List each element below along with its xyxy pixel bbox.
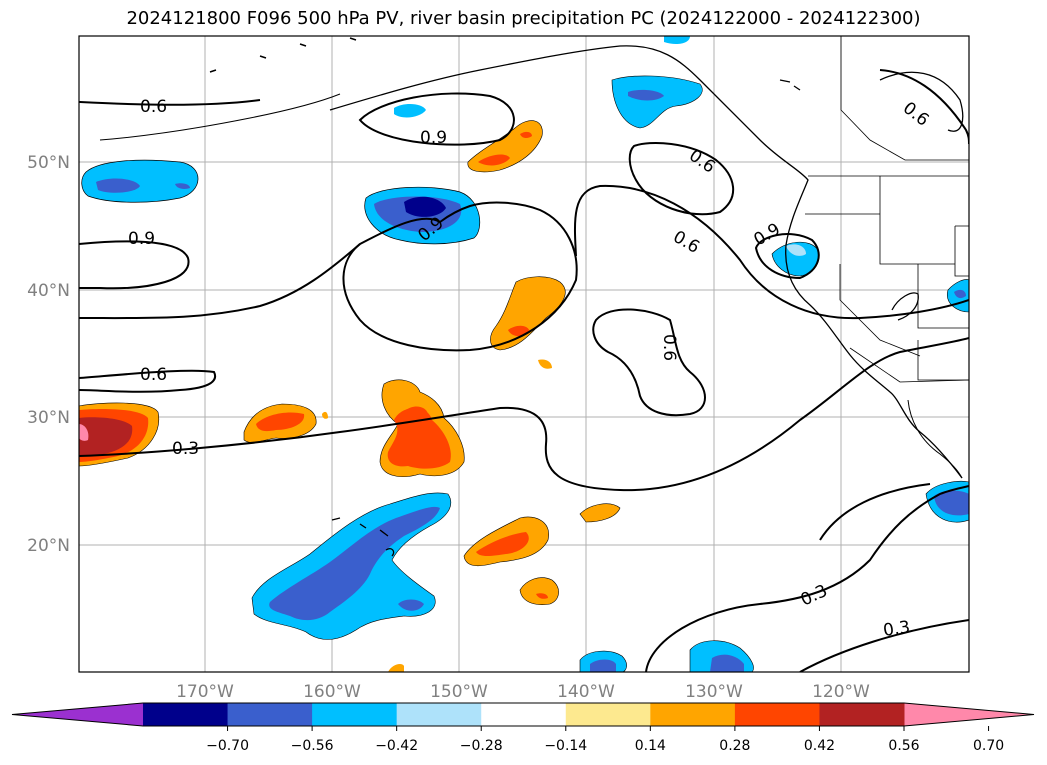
- colorbar-outline: [11, 702, 1035, 727]
- precip-shading: [79, 36, 969, 672]
- political-borders: [805, 36, 969, 383]
- contour-0.6-west-40n: [79, 243, 361, 320]
- precip-blob-coast-55n: [611, 75, 703, 129]
- colorbar-tick-label: 0.28: [719, 738, 750, 754]
- precip-blob-central-46n: [364, 186, 481, 245]
- lat-label: 30°N: [27, 408, 70, 428]
- contour-0.9-coast-south: [754, 233, 820, 280]
- precip-blob-red-15n: [536, 593, 548, 599]
- precip-blob-west-30n: [79, 402, 160, 467]
- colorbar-tick-label: −0.42: [375, 738, 418, 754]
- lon-label: 140°W: [557, 682, 615, 702]
- colorbar-tick-label: −0.56: [291, 738, 334, 754]
- coastline-north-america: [329, 45, 963, 479]
- contour-label: 0.3: [172, 439, 199, 459]
- gridlines: [79, 36, 969, 672]
- contour-0.6-west-33n: [79, 369, 216, 393]
- lon-label: 120°W: [812, 682, 870, 702]
- colorbar-tick-label: −0.28: [460, 738, 503, 754]
- precip-blob-blue-10n-west: [579, 650, 627, 672]
- coastline-hawaii: [331, 517, 395, 557]
- plot-title: 2024121800 F096 500 hPa PV, river basin …: [126, 8, 921, 29]
- contour-0.6-east: [574, 184, 969, 320]
- contour-0.9-53n: [358, 92, 515, 146]
- precip-blob-blue-10n-east: [689, 640, 754, 672]
- colorbar-tick-label: −0.70: [206, 738, 249, 754]
- precip-blob-east-40n: [947, 279, 969, 313]
- border-states: [805, 176, 969, 381]
- contour-label: 0.9: [128, 229, 155, 249]
- precip-blob-orange-51n: [467, 120, 543, 173]
- colorbar-tick-label: −0.14: [544, 738, 587, 754]
- coastlines: [99, 37, 964, 557]
- precip-blob-orange-22n: [579, 503, 621, 523]
- lon-axis-labels: 170°W 160°W 150°W 140°W 130°W 120°W: [176, 682, 870, 702]
- contour-0.9-coast-north: [628, 141, 735, 216]
- precip-blob-small-53n: [394, 104, 426, 118]
- colorbar-segment: [734, 703, 820, 726]
- precip-blob-west-48n: [81, 159, 199, 203]
- contour-label: 0.6: [659, 334, 679, 361]
- coastline-islands-north: [209, 37, 357, 73]
- lon-label: 170°W: [176, 682, 234, 702]
- contour-label: 0.3: [882, 617, 912, 641]
- colorbar-segment: [312, 703, 398, 726]
- pv-contours: [79, 69, 969, 672]
- precip-blob-top-edge: [664, 36, 690, 44]
- colorbar-tick-label: 0.70: [973, 738, 1004, 754]
- contour-0.9-west: [79, 240, 190, 290]
- map-plot-area: 0.6 0.9 0.9 0.9 0.6 0.9 0.6 0.6 0.6 0.3 …: [79, 36, 969, 672]
- colorbar-tick-label: 0.14: [635, 738, 666, 754]
- colorbar-tick-label: 0.42: [804, 738, 835, 754]
- colorbar: −0.70 −0.56 −0.42 −0.28 −0.14 0.14 0.28 0.42 0.5…: [11, 702, 1035, 754]
- contour-0.3-main: [79, 337, 969, 492]
- plot-frame: [78, 35, 970, 673]
- colorbar-extend-max: [904, 703, 1034, 726]
- precip-blob-orange-15n: [519, 577, 559, 605]
- colorbar-tick-label: 0.56: [888, 738, 919, 754]
- contour-label: 0.6: [140, 365, 167, 385]
- colorbar-segment: [819, 703, 905, 726]
- colorbar-segment: [565, 703, 651, 726]
- contour-label: 0.6: [140, 97, 167, 117]
- border-us-mexico: [849, 347, 969, 383]
- contour-label: 0.9: [420, 128, 447, 148]
- colorbar-segment: [650, 703, 736, 726]
- colorbar-extend-min: [12, 703, 143, 726]
- lat-label: 20°N: [27, 536, 70, 556]
- colorbar-segment: [396, 703, 482, 726]
- contour-0.3-inner: [819, 483, 931, 541]
- lat-label: 50°N: [27, 153, 70, 173]
- colorbar-segment: [227, 703, 313, 726]
- precip-blob-east-25n: [925, 481, 969, 523]
- coastline-baja: [907, 399, 963, 479]
- lat-label: 40°N: [27, 281, 70, 301]
- precip-blob-orange-20n: [463, 516, 549, 567]
- contour-0.6-north: [79, 99, 261, 106]
- lat-axis-labels: 50°N 40°N 30°N 20°N: [27, 153, 70, 556]
- colorbar-segment: [143, 703, 229, 726]
- border-alaska-canada: [840, 36, 969, 161]
- coastline-aleutians: [99, 93, 341, 141]
- precip-blob-blue-20n: [251, 492, 452, 640]
- contour-0.3-south-east: [799, 619, 969, 672]
- colorbar-segment: [481, 703, 567, 726]
- lon-label: 160°W: [303, 682, 361, 702]
- coastline-hudson-bay-inlet: [879, 71, 964, 132]
- precip-blob-bottom-edge: [388, 664, 404, 672]
- lon-label: 130°W: [685, 682, 743, 702]
- contour-0.6-subtropical: [592, 308, 706, 417]
- coastline-islands-bc: [779, 79, 801, 91]
- contour-0.3-south: [645, 485, 969, 672]
- lon-label: 150°W: [430, 682, 488, 702]
- precip-blob-orange-30n-west: [243, 403, 328, 443]
